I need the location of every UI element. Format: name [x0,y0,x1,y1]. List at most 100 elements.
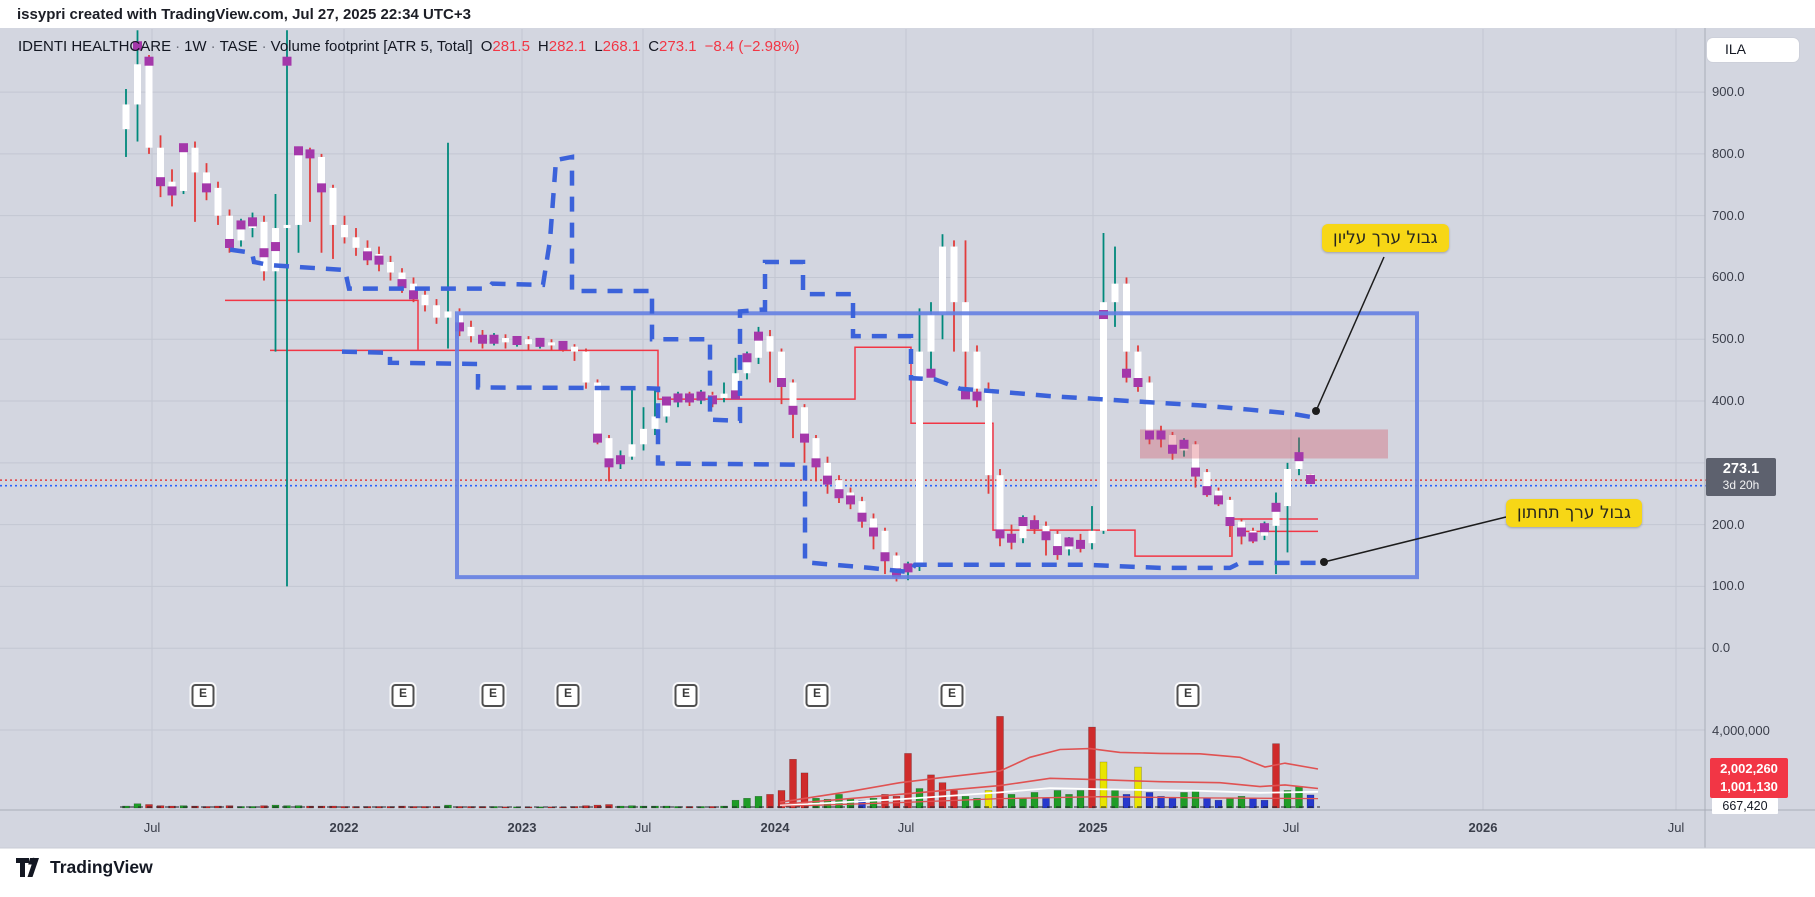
candle-body [364,247,371,254]
time-tick: 2024 [760,820,790,835]
candle-body [582,351,590,383]
candle-body [628,444,636,457]
footprint-marker [236,220,246,230]
value-range-rectangle[interactable] [455,311,1419,580]
candle-body [444,311,452,318]
footprint-marker [225,238,234,248]
volume-bar [1111,790,1119,809]
footprint-marker [282,56,292,66]
note-arrow-line[interactable] [1323,516,1507,563]
candle-body [502,338,509,343]
candle-body [732,373,739,394]
candle-body [858,501,866,519]
candle-body [180,147,187,191]
footprint-marker [1271,502,1281,512]
note-arrow-line[interactable] [1315,256,1385,412]
candle-body [962,302,969,352]
price-tick: 0.0 [1712,640,1731,656]
footprint-marker [259,248,269,258]
volume-bar [973,798,981,809]
footprint-marker [1133,378,1143,388]
candle-body [939,246,946,315]
price-tick: 700.0 [1712,207,1745,223]
earnings-badge[interactable]: E [481,684,505,707]
symbol-title: IDENTI HEALTHCARE [18,38,172,55]
candle-body [203,172,210,188]
candle-body [870,518,877,531]
footprint-marker [1053,546,1062,556]
volume-ma-badge-top: 2,002,260 [1720,761,1778,776]
footprint-marker [604,458,614,468]
candle-body [640,428,647,445]
volume-bar [1145,792,1154,809]
tradingview-logo[interactable]: TradingView [16,855,153,880]
earnings-badge[interactable]: E [391,684,415,707]
candle-body [260,221,268,272]
volume-bar [1180,792,1188,809]
volume-bar [145,804,153,809]
footprint-marker [535,337,545,347]
time-tick: 2022 [329,820,359,835]
high-value: 282.1 [548,38,587,55]
candle-body [456,311,463,327]
footprint-marker [961,390,970,400]
candle-body [318,156,325,188]
watermark-text: issypri created with TradingView.com, Ju… [17,6,471,23]
volume-bar [1065,794,1073,809]
low-value: 268.1 [602,38,641,55]
candle-body [812,438,820,463]
earnings-badge[interactable]: E [674,684,698,707]
note-lower-bound[interactable]: גבול ערך תחתון [1506,499,1643,527]
symbol-badge[interactable]: ILA [1706,37,1800,63]
candle-body [1111,283,1119,303]
chart-legend[interactable]: IDENTI HEALTHCARE · 1W · TASE · Volume footpri… [18,38,800,55]
volume-bar [835,794,843,809]
volume-bar [1260,799,1269,809]
footprint-marker [662,396,671,406]
footprint-marker [1294,452,1304,462]
earnings-badge[interactable]: E [940,684,964,707]
footprint-marker [846,495,855,505]
footprint-marker [397,279,407,289]
volume-bar [133,803,142,809]
candle-body [651,416,659,429]
footprint-marker [1064,537,1074,547]
volume-bar [1007,794,1016,809]
tradingview-logo-text: TradingView [50,857,153,877]
volume-bar [789,759,797,809]
earnings-badge[interactable]: E [1176,684,1200,707]
footprint-marker [133,41,142,51]
volume-bar [1214,799,1223,809]
footprint-marker [1145,430,1154,440]
candle-body [433,305,440,318]
footprint-marker [167,186,177,196]
volume-bar [800,772,809,809]
candle-body [329,187,337,225]
candle-body [743,357,751,374]
volume-bar [1272,743,1280,809]
supply-zone-box[interactable] [1140,429,1388,459]
candle-body [1088,530,1096,544]
footprint-marker [1076,539,1085,549]
earnings-badge[interactable]: E [805,684,829,707]
footprint-marker [1007,533,1016,543]
price-tick: 800.0 [1712,145,1745,161]
time-tick: Jul [143,820,161,835]
volume-bar [1283,790,1292,809]
indicator-label: Volume footprint [ATR 5, Total] [270,38,473,55]
volume-bar [777,790,786,809]
candle-body [996,475,1004,534]
close-value: 273.1 [659,38,697,55]
earnings-badge[interactable]: E [556,684,580,707]
volume-bar [1134,766,1142,809]
volume-bar [1295,786,1303,809]
note-upper-bound[interactable]: גבול ערך עליון [1322,224,1449,252]
note-arrow-dot[interactable] [1312,407,1320,415]
earnings-badge[interactable]: E [191,684,215,707]
volume-ma-badges: 2,002,260 1,001,130 [1710,758,1788,798]
candle-body [283,224,291,229]
volume-bar [950,790,958,809]
change-value: −8.4 (−2.98%) [704,38,800,55]
price-tick: 900.0 [1712,84,1745,100]
note-arrow-dot[interactable] [1320,558,1328,566]
